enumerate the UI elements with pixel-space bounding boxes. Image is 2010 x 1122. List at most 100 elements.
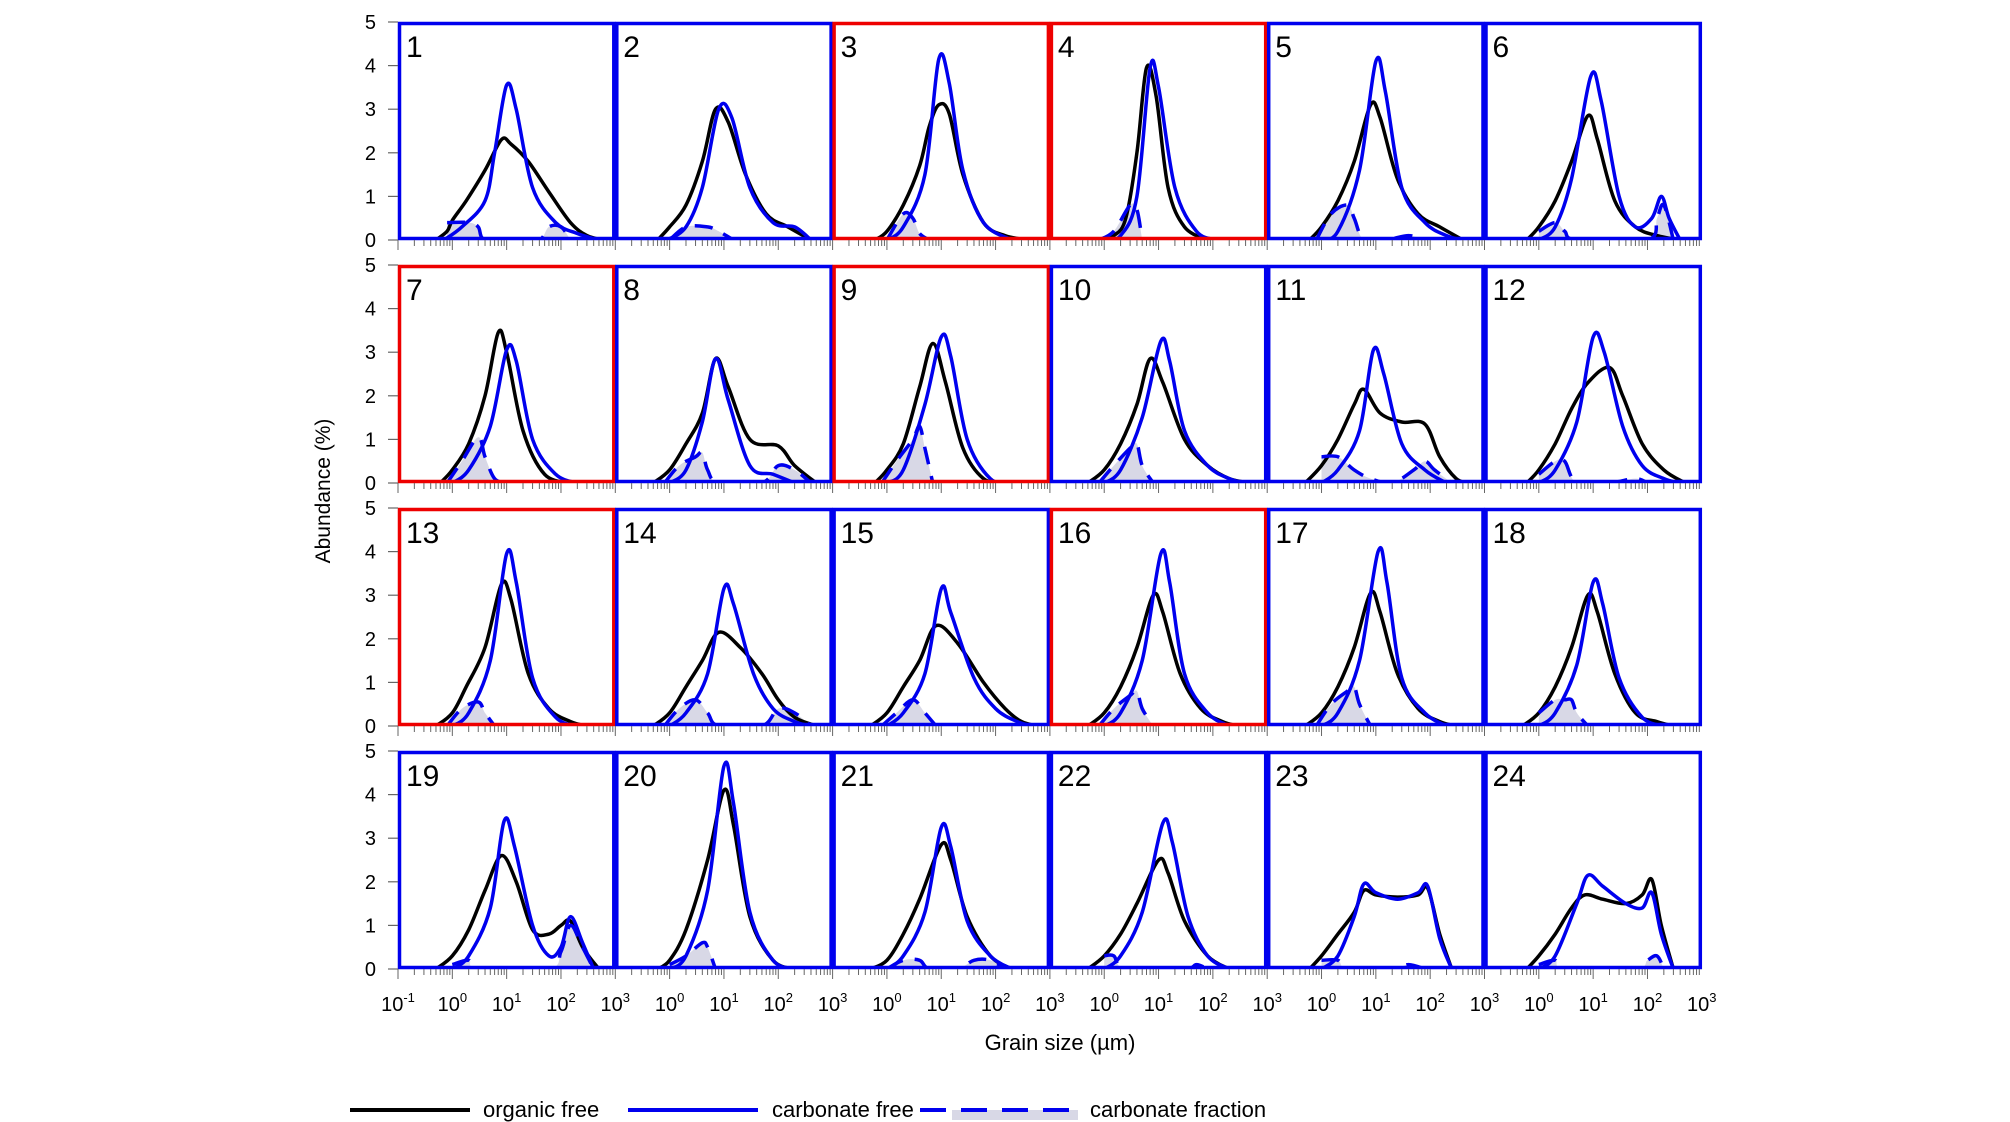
x-tick-label: 102 — [1633, 990, 1662, 1016]
panel-plot-area — [1525, 330, 1687, 483]
y-tick-label: 1 — [365, 915, 376, 937]
carbonate-fraction-line — [445, 435, 508, 483]
y-tick-label: 3 — [365, 828, 376, 850]
organic-free-line — [873, 341, 1006, 483]
panel-11: 11 — [1266, 264, 1485, 493]
panel-plot-area — [652, 356, 818, 483]
carbonate-fraction-line — [663, 450, 813, 483]
carbonate-fraction-line — [1538, 953, 1666, 969]
organic-free-line — [1525, 876, 1676, 969]
carbonate-free-line — [1320, 546, 1448, 726]
panel-number: 1 — [406, 31, 423, 64]
panel-border — [1049, 21, 1268, 241]
panel-border — [397, 21, 616, 241]
y-tick-label: 2 — [365, 386, 376, 408]
organic-free-line — [1308, 100, 1464, 240]
panel-border — [397, 750, 616, 970]
panel-3: 3 — [832, 21, 1051, 250]
carbonate-fraction-area — [664, 699, 811, 726]
panel-number: 7 — [406, 274, 423, 307]
panel-number: 5 — [1275, 31, 1292, 64]
y-tick-label: 2 — [365, 872, 376, 894]
carbonate-free-line — [668, 760, 796, 969]
carbonate-free-line — [666, 101, 813, 240]
x-tick-label: 100 — [438, 990, 467, 1016]
carbonate-free-line — [451, 342, 578, 483]
x-tick-label: 101 — [1578, 990, 1607, 1016]
y-tick-label: 1 — [365, 429, 376, 451]
panel-plot-area — [434, 548, 588, 726]
x-tick-label: 10-1 — [381, 990, 415, 1016]
panel-20: 20 — [614, 750, 833, 979]
legend-label-carbonate-fraction: carbonate fraction — [1090, 1097, 1266, 1122]
panel-number: 15 — [841, 517, 874, 550]
x-tick-label: 101 — [1361, 990, 1390, 1016]
x-tick-label: 103 — [818, 990, 847, 1016]
y-tick-label: 5 — [365, 741, 376, 763]
x-tick-label: 101 — [492, 990, 521, 1016]
panel-number: 16 — [1058, 517, 1091, 550]
carbonate-fraction-area — [452, 925, 594, 969]
y-tick-label: 2 — [365, 629, 376, 651]
legend-swatch-carbonate-fraction-fill — [952, 1110, 1078, 1120]
y-tick-label: 5 — [365, 255, 376, 277]
x-tick-label: 102 — [546, 990, 575, 1016]
carbonate-fraction-area — [1099, 203, 1143, 240]
panel-5: 5 — [1266, 21, 1485, 250]
panel-border — [1484, 21, 1703, 241]
carbonate-free-line — [1320, 881, 1454, 969]
panel-number: 6 — [1493, 31, 1510, 64]
x-tick-label: 100 — [655, 990, 684, 1016]
carbonate-fraction-line — [1537, 202, 1676, 240]
carbonate-free-line — [1537, 70, 1682, 240]
organic-free-line — [1086, 856, 1231, 969]
panel-number: 20 — [623, 760, 656, 793]
panel-plot-area — [1304, 546, 1457, 726]
carbonate-free-line — [885, 52, 1013, 240]
carbonate-free-line — [885, 332, 1013, 483]
y-tick-label: 3 — [365, 342, 376, 364]
x-tick-label: 101 — [709, 990, 738, 1016]
carbonate-free-line — [668, 356, 796, 483]
carbonate-fraction-area — [447, 701, 495, 726]
panel-number: 11 — [1275, 274, 1306, 307]
x-axis-label: Grain size (µm) — [985, 1030, 1136, 1055]
panel-number: 21 — [841, 760, 874, 793]
panel-border — [1484, 507, 1703, 727]
y-tick-label: 2 — [365, 143, 376, 165]
carbonate-free-line — [1103, 817, 1231, 969]
panel-plot-area — [1086, 817, 1231, 969]
y-tick-label: 0 — [365, 473, 376, 495]
y-tick-label: 0 — [365, 716, 376, 738]
carbonate-fraction-line — [880, 424, 935, 483]
panel-plot-area — [1525, 70, 1682, 240]
panel-plot-area — [1521, 577, 1674, 726]
carbonate-free-line — [1537, 330, 1681, 483]
carbonate-fraction-line — [1321, 957, 1426, 969]
panel-9: 9 — [832, 264, 1051, 493]
carbonate-fraction-line — [1537, 697, 1590, 726]
carbonate-fraction-line — [447, 220, 572, 240]
panel-border — [832, 750, 1051, 970]
panel-border — [615, 507, 833, 727]
panel-border — [1484, 750, 1703, 970]
panel-border — [615, 21, 833, 241]
x-tick-label: 103 — [1470, 990, 1499, 1016]
carbonate-free-line — [1537, 577, 1665, 726]
legend-label-carbonate-free: carbonate free — [772, 1097, 914, 1122]
organic-free-line — [656, 787, 796, 969]
y-tick-label: 3 — [365, 585, 376, 607]
panel-plot-area — [1098, 58, 1218, 240]
y-tick-label: 0 — [365, 230, 376, 252]
panel-17: 17 — [1266, 507, 1485, 736]
carbonate-free-line — [451, 548, 578, 726]
panel-border — [1266, 507, 1485, 727]
carbonate-fraction-line — [880, 698, 938, 726]
x-tick-label: 102 — [1198, 990, 1227, 1016]
panel-border — [1266, 264, 1485, 484]
panel-border — [1266, 750, 1485, 970]
panel-border — [1049, 264, 1268, 484]
panel-border — [615, 264, 833, 484]
panel-8: 8 — [614, 264, 833, 493]
